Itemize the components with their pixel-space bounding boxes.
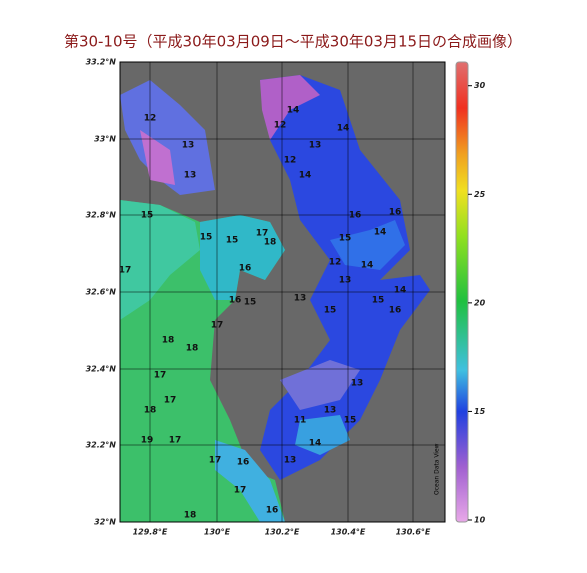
colorbar-tick-label: 20 xyxy=(474,298,486,307)
contour-label: 14 xyxy=(337,124,350,134)
colorbar xyxy=(455,61,469,523)
contour-label: 13 xyxy=(284,456,297,466)
colorbar-tick-label: 30 xyxy=(474,81,486,90)
contour-label: 16 xyxy=(229,296,242,306)
contour-label: 16 xyxy=(349,211,362,221)
lon-tick-label: 130.2°E xyxy=(265,528,300,537)
contour-label: 16 xyxy=(237,458,250,468)
contour-label: 11 xyxy=(294,416,307,426)
lat-tick-label: 32.4°N xyxy=(86,365,117,374)
contour-label: 13 xyxy=(351,379,364,389)
contour-label: 17 xyxy=(209,456,222,466)
contour-label: 13 xyxy=(182,141,195,151)
contour-label: 16 xyxy=(266,506,279,516)
sea-yatsushiro xyxy=(280,360,360,410)
contour-label: 18 xyxy=(264,238,277,248)
contour-label: 12 xyxy=(284,156,297,166)
sea-south xyxy=(215,440,285,522)
contour-label: 15 xyxy=(339,234,352,244)
contour-label: 17 xyxy=(154,371,167,381)
contour-label: 16 xyxy=(239,264,252,274)
contour-label: 13 xyxy=(294,294,307,304)
contour-label: 15 xyxy=(372,296,385,306)
contour-label: 17 xyxy=(169,436,182,446)
contour-label: 15 xyxy=(226,236,239,246)
contour-label: 14 xyxy=(374,228,387,238)
contour-label: 13 xyxy=(309,141,322,151)
sea-ariake-north xyxy=(260,75,320,140)
contour-label: 18 xyxy=(184,511,197,521)
contour-label: 18 xyxy=(162,336,175,346)
contour-label: 17 xyxy=(164,396,177,406)
lon-tick-label: 130.6°E xyxy=(396,528,431,537)
credit: Ocean Data View xyxy=(434,443,441,495)
contour-label: 14 xyxy=(287,106,300,116)
contour-label: 15 xyxy=(200,233,213,243)
contour-label: 15 xyxy=(244,298,257,308)
contour-label: 15 xyxy=(324,306,337,316)
contour-label: 18 xyxy=(186,344,199,354)
contour-label: 18 xyxy=(144,406,157,416)
contour-label: 17 xyxy=(234,486,247,496)
contour-label: 16 xyxy=(389,306,402,316)
lat-tick-label: 33°N xyxy=(94,135,116,144)
lat-tick-label: 32.8°N xyxy=(86,211,117,220)
lat-tick-label: 32°N xyxy=(94,518,116,527)
contour-label: 13 xyxy=(184,171,197,181)
sea-nw xyxy=(120,200,200,320)
title: 第30-10号（平成30年03月09日～平成30年03月15日の合成画像） xyxy=(64,33,522,51)
contour-label: 17 xyxy=(256,229,269,239)
sea-north-west-2 xyxy=(140,130,175,185)
contour-label: 14 xyxy=(299,171,312,181)
colorbar-tick-label: 25 xyxy=(474,190,486,199)
colorbar-tick-label: 15 xyxy=(474,407,486,416)
lat-tick-label: 32.2°N xyxy=(86,441,117,450)
contour-label: 15 xyxy=(141,211,154,221)
contour-label: 15 xyxy=(344,416,357,426)
sea-north-west xyxy=(120,80,215,195)
contour-label: 12 xyxy=(144,114,157,124)
lat-tick-label: 33.2°N xyxy=(86,58,117,67)
lon-tick-label: 130.4°E xyxy=(331,528,366,537)
lat-tick-label: 32.6°N xyxy=(86,288,117,297)
contour-label: 13 xyxy=(339,276,352,286)
contour-label: 14 xyxy=(361,261,374,271)
contour-label: 12 xyxy=(274,121,287,131)
contour-label: 12 xyxy=(329,258,342,268)
sea-ariake-mid xyxy=(330,220,405,270)
contour-label: 14 xyxy=(309,439,322,449)
sea-channel xyxy=(200,215,285,300)
graticule xyxy=(120,62,445,522)
lon-tick-label: 129.8°E xyxy=(133,528,168,537)
map-frame xyxy=(119,61,446,523)
lon-tick-label: 130°E xyxy=(204,528,231,537)
contour-label: 14 xyxy=(394,286,407,296)
colorbar-tick-label: 10 xyxy=(474,516,486,525)
contour-label: 16 xyxy=(389,208,402,218)
contour-label: 17 xyxy=(119,266,132,276)
contour-label: 13 xyxy=(324,406,337,416)
contour-label: 19 xyxy=(141,436,154,446)
contour-label: 17 xyxy=(211,321,224,331)
